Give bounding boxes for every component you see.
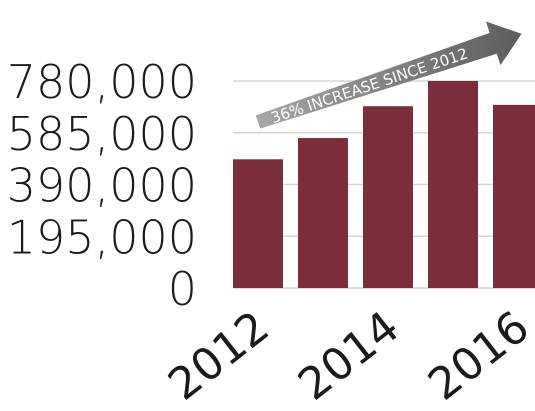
arrow-shape	[255, 21, 522, 129]
bar-2012	[233, 159, 283, 288]
x-tick-label-2012: 2012	[159, 301, 279, 410]
bar-2016	[493, 104, 535, 288]
bars	[233, 81, 535, 288]
bar-2015	[428, 81, 478, 288]
x-tick-label-2014: 2014	[289, 301, 409, 410]
y-tick-label: 780,000	[7, 55, 197, 109]
x-axis-ticks: 2012 2014 2016	[159, 301, 535, 410]
bar-2014	[363, 106, 413, 288]
y-tick-label: 585,000	[7, 107, 197, 161]
y-tick-label: 390,000	[7, 159, 197, 213]
y-tick-label: 195,000	[7, 210, 197, 264]
bar-2013	[298, 138, 348, 288]
x-tick-label-2016: 2016	[419, 301, 535, 410]
y-tick-label: 0	[168, 262, 197, 316]
